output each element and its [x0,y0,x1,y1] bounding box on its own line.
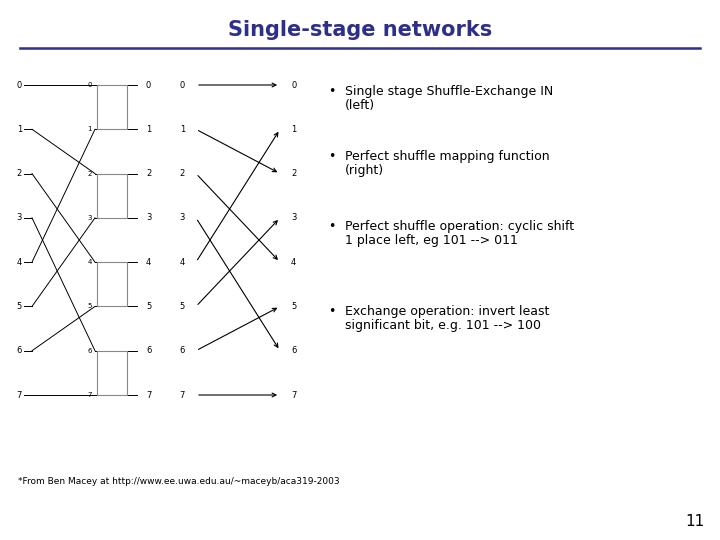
Text: 7: 7 [146,390,151,400]
Bar [97,350,127,395]
Text: 6: 6 [88,348,92,354]
Text: 4: 4 [146,258,151,267]
Bar [97,173,127,218]
Text: 5: 5 [180,302,185,311]
Text: •: • [328,305,336,318]
Text: 1: 1 [146,125,151,134]
Text: 1 place left, eg 101 --> 011: 1 place left, eg 101 --> 011 [345,234,518,247]
Text: 2: 2 [88,171,92,177]
Text: 5: 5 [88,303,92,309]
Text: 5: 5 [17,302,22,311]
Text: 6: 6 [146,346,151,355]
Text: 4: 4 [180,258,185,267]
Text: 11: 11 [685,515,705,530]
Text: 1: 1 [17,125,22,134]
Text: 3: 3 [88,215,92,221]
Text: 6: 6 [179,346,185,355]
Text: 5: 5 [291,302,296,311]
Text: (left): (left) [345,99,375,112]
Bar [97,262,127,306]
Text: *From Ben Macey at http://www.ee.uwa.edu.au/~maceyb/aca319-2003: *From Ben Macey at http://www.ee.uwa.edu… [18,477,340,487]
Text: 5: 5 [146,302,151,311]
Text: 4: 4 [291,258,296,267]
Text: 4: 4 [88,259,92,265]
Text: Single-stage networks: Single-stage networks [228,20,492,40]
Text: 6: 6 [291,346,297,355]
Text: 2: 2 [291,169,296,178]
Text: •: • [328,220,336,233]
Text: 3: 3 [179,213,185,222]
Text: 3: 3 [17,213,22,222]
Text: (right): (right) [345,164,384,177]
Text: •: • [328,150,336,163]
Bar [97,85,127,129]
Text: 1: 1 [88,126,92,132]
Text: 7: 7 [88,392,92,398]
Text: 4: 4 [17,258,22,267]
Text: 7: 7 [291,390,297,400]
Text: 0: 0 [146,80,151,90]
Text: 0: 0 [17,80,22,90]
Text: 3: 3 [291,213,297,222]
Text: 6: 6 [17,346,22,355]
Text: Perfect shuffle mapping function: Perfect shuffle mapping function [345,150,549,163]
Text: 2: 2 [180,169,185,178]
Text: 3: 3 [146,213,151,222]
Text: Single stage Shuffle-Exchange IN: Single stage Shuffle-Exchange IN [345,85,553,98]
Text: 7: 7 [17,390,22,400]
Text: •: • [328,85,336,98]
Text: significant bit, e.g. 101 --> 100: significant bit, e.g. 101 --> 100 [345,319,541,332]
Text: 1: 1 [291,125,296,134]
Text: Perfect shuffle operation: cyclic shift: Perfect shuffle operation: cyclic shift [345,220,574,233]
Text: 2: 2 [17,169,22,178]
Text: 0: 0 [291,80,296,90]
Text: 2: 2 [146,169,151,178]
Text: Exchange operation: invert least: Exchange operation: invert least [345,305,549,318]
Text: 0: 0 [180,80,185,90]
Text: 7: 7 [179,390,185,400]
Text: 0: 0 [88,82,92,88]
Text: 1: 1 [180,125,185,134]
